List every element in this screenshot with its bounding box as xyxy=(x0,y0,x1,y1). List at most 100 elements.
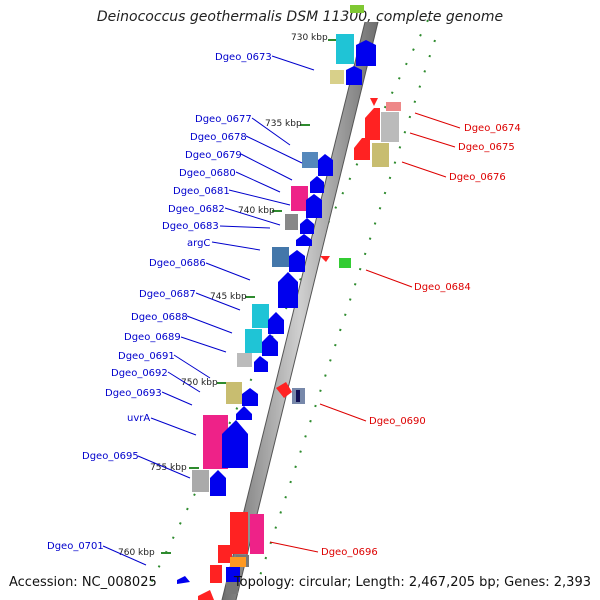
gene-arrow xyxy=(310,176,324,193)
genome-backbone xyxy=(221,21,379,600)
gene-arrow xyxy=(198,590,214,600)
kbp-ticks: 730 kbp 735 kbp 740 kbp 745 kbp 750 kbp … xyxy=(118,33,338,558)
leader-line xyxy=(167,371,201,393)
feature-box xyxy=(381,112,399,142)
gene-label: Dgeo_0676 xyxy=(449,172,506,183)
feature-box xyxy=(336,34,354,64)
gene-arrow xyxy=(346,66,362,85)
leader-line xyxy=(180,336,227,353)
gene-label: Dgeo_0701 xyxy=(47,541,104,552)
gene-arrow xyxy=(278,272,298,308)
tick-label-735: 735 kbp xyxy=(265,119,302,129)
right-label-leaders xyxy=(269,112,461,553)
leader-line xyxy=(219,225,271,229)
feature-box xyxy=(226,582,238,594)
gene-arrow xyxy=(254,356,268,372)
gene-label: Dgeo_0682 xyxy=(168,204,225,215)
left-gene-labels: Dgeo_0673 Dgeo_0677 Dgeo_0678 Dgeo_0679 … xyxy=(47,52,272,552)
gene-arrow xyxy=(318,154,333,176)
leader-line xyxy=(173,354,211,379)
tick-label-745: 745 kbp xyxy=(210,292,247,302)
gene-label: Dgeo_0678 xyxy=(190,132,247,143)
leader-line xyxy=(224,207,281,226)
feature-box xyxy=(210,565,222,583)
feature-box xyxy=(302,152,318,168)
feature-track-reverse-strand xyxy=(198,98,401,600)
gene-arrow xyxy=(262,334,278,356)
leader-line xyxy=(271,55,315,71)
gene-arrow xyxy=(210,470,226,496)
gene-label: Dgeo_0686 xyxy=(149,258,206,269)
gene-label: Dgeo_0692 xyxy=(111,368,168,379)
feature-box xyxy=(218,545,232,563)
leader-line xyxy=(102,545,147,566)
leader-line xyxy=(365,269,413,288)
leader-line xyxy=(161,391,193,406)
gene-label: Dgeo_0679 xyxy=(185,150,242,161)
tick-label-740: 740 kbp xyxy=(238,206,275,216)
gene-arrow xyxy=(296,234,312,246)
feature-box xyxy=(372,143,389,167)
feature-track-forward-strand xyxy=(177,40,376,584)
gene-arrow xyxy=(300,218,314,234)
gene-label: Dgeo_0683 xyxy=(162,221,219,232)
leader-line xyxy=(251,117,291,146)
feature-box xyxy=(296,390,300,402)
leader-line xyxy=(401,161,447,178)
gene-label: Dgeo_0674 xyxy=(464,123,521,134)
gene-arrow xyxy=(306,194,322,218)
gene-label: Dgeo_0693 xyxy=(105,388,162,399)
gene-arrow xyxy=(365,108,380,140)
feature-box xyxy=(250,514,264,554)
feature-box xyxy=(230,557,246,567)
feature-box xyxy=(350,5,364,13)
tick-label-730: 730 kbp xyxy=(291,33,328,43)
gene-label: Dgeo_0691 xyxy=(118,351,175,362)
tick-label-755: 755 kbp xyxy=(150,463,187,473)
gene-label: Dgeo_0695 xyxy=(82,451,139,462)
right-gene-labels: Dgeo_0674 Dgeo_0675 Dgeo_0676 Dgeo_0684 … xyxy=(321,123,521,558)
leader-line xyxy=(186,315,233,334)
feature-box xyxy=(339,258,351,268)
feature-box xyxy=(291,186,308,211)
gene-arrow xyxy=(356,40,376,66)
feature-box xyxy=(245,329,262,353)
gene-label: Dgeo_0673 xyxy=(215,52,272,63)
leader-line xyxy=(205,262,251,281)
gene-arrow xyxy=(222,420,248,468)
leader-line xyxy=(137,455,191,479)
gene-arrow xyxy=(268,312,284,334)
gene-label: uvrA xyxy=(127,413,150,424)
gene-label: Dgeo_0689 xyxy=(124,332,181,343)
backbone-edge-left xyxy=(221,21,366,600)
feature-box xyxy=(285,214,298,230)
gene-arrow xyxy=(236,406,252,420)
gene-arrow xyxy=(289,250,305,272)
feature-box xyxy=(272,247,289,267)
feature-box xyxy=(226,382,242,404)
gene-label: Dgeo_0681 xyxy=(173,186,230,197)
gene-label: Dgeo_0687 xyxy=(139,289,196,300)
genome-summary-text: Topology: circular; Length: 2,467,205 bp… xyxy=(233,575,591,590)
feature-box xyxy=(192,470,209,492)
leader-line xyxy=(195,292,241,311)
gene-label: Dgeo_0696 xyxy=(321,547,378,558)
tick-label-760: 760 kbp xyxy=(118,548,155,558)
gene-arrow xyxy=(177,576,190,584)
accession-text: Accession: NC_008025 xyxy=(9,575,157,590)
leader-line xyxy=(414,112,461,129)
leader-line xyxy=(228,189,291,206)
tick-label-750: 750 kbp xyxy=(181,378,218,388)
gene-label: Dgeo_0675 xyxy=(458,142,515,153)
gene-arrow xyxy=(320,256,330,262)
gene-arrow xyxy=(242,388,258,406)
gene-arrow xyxy=(226,567,240,582)
feature-box xyxy=(386,102,401,111)
map-title: Deinococcus geothermalis DSM 11300, comp… xyxy=(96,9,504,25)
backbone-band xyxy=(222,22,378,600)
leader-line xyxy=(240,153,293,181)
leader-line xyxy=(150,417,197,436)
gene-label: Dgeo_0688 xyxy=(131,312,188,323)
leader-line xyxy=(235,171,281,193)
